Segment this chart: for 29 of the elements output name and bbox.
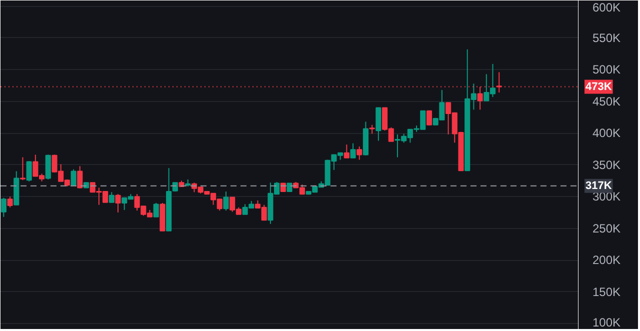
y-tick-label: 100K	[592, 316, 621, 330]
candlestick	[153, 202, 159, 218]
candlestick	[108, 192, 114, 203]
candlestick	[26, 160, 32, 182]
candlestick	[115, 194, 121, 213]
y-tick-label: 400K	[592, 126, 621, 140]
candlestick	[344, 144, 350, 158]
candlestick	[20, 156, 26, 181]
y-tick-label: 250K	[592, 221, 621, 236]
candlestick	[7, 196, 13, 208]
candlestick	[350, 142, 356, 158]
y-tick-label: 450K	[592, 94, 621, 108]
y-tick-label: 500K	[592, 62, 621, 77]
candlestick	[426, 110, 432, 126]
candlestick	[77, 166, 83, 189]
ref-line-label: 473K	[586, 80, 612, 93]
y-tick-label: 600K	[592, 0, 621, 14]
y-tick-label: 550K	[592, 30, 621, 45]
y-tick-label: 150K	[592, 284, 621, 299]
candlestick	[70, 168, 76, 186]
ref-line-label: 317K	[586, 180, 612, 192]
candlestick	[45, 154, 51, 180]
candlestick	[356, 146, 362, 160]
candlestick	[223, 191, 229, 212]
y-tick-label: 300K	[592, 190, 621, 204]
y-tick-label: 200K	[592, 253, 621, 268]
y-tick-label: 350K	[592, 158, 621, 172]
candlestick	[376, 107, 382, 142]
candlestick	[0, 197, 6, 218]
